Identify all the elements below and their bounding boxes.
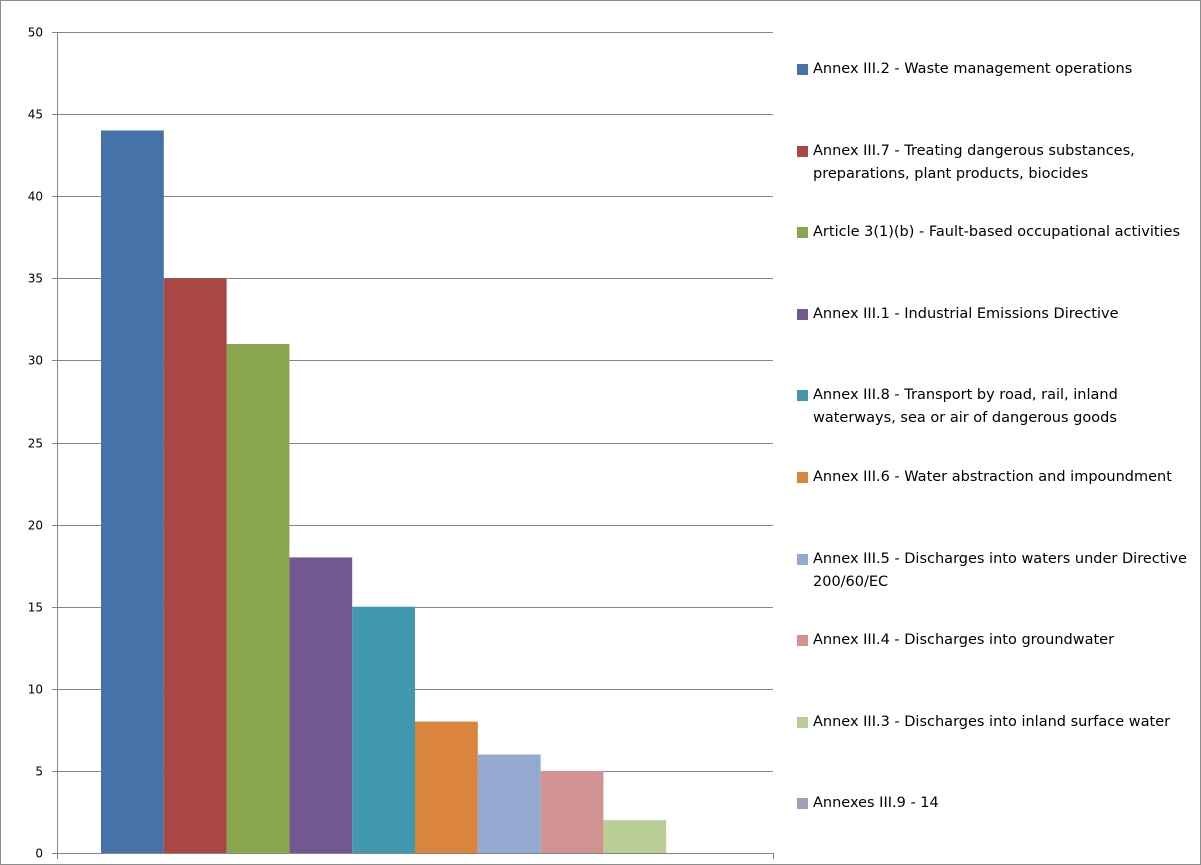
- legend-label: Article 3(1)(b) - Fault-based occupation…: [813, 224, 1181, 241]
- y-tick-label: 25: [28, 437, 43, 451]
- axes: [52, 32, 774, 859]
- legend: Annex III.2 - Waste management operation…: [797, 0, 1201, 865]
- y-tick-label: 20: [28, 519, 43, 533]
- legend-label: Annex III.2 - Waste management operation…: [813, 61, 1133, 77]
- legend-label: Annexes III.9 - 14: [813, 795, 939, 812]
- y-tick-label: 50: [28, 26, 43, 40]
- legend-item: Annex III.3 - Discharges into inland sur…: [797, 711, 1197, 734]
- bar-6: [415, 721, 478, 853]
- y-tick-label: 40: [28, 190, 43, 204]
- legend-item: Annex III.4 - Discharges into groundwate…: [797, 629, 1197, 652]
- legend-swatch: [797, 64, 808, 75]
- legend-label: Annex III.8 - Transport by road, rail, i…: [813, 387, 1118, 427]
- legend-swatch: [797, 716, 808, 728]
- y-axis-ticks: 0 5 10 15 20 25 30 35 40 45 50: [28, 26, 43, 861]
- legend-swatch: [797, 472, 808, 483]
- legend-swatch: [797, 308, 808, 320]
- legend-item: Article 3(1)(b) - Fault-based occupation…: [797, 221, 1197, 244]
- y-tick-label: 35: [28, 272, 43, 286]
- bar-4: [289, 557, 353, 853]
- legend-label: Annex III.5 - Discharges into waters und…: [813, 550, 1187, 590]
- legend-label: Annex III.4 - Discharges into groundwate…: [813, 632, 1115, 649]
- y-tick-label: 30: [28, 354, 43, 368]
- legend-label: Annex III.6 - Water abstraction and impo…: [813, 469, 1172, 485]
- legend-item: Annex III.7 - Treating dangerous substan…: [797, 140, 1197, 186]
- y-tick-label: 10: [28, 683, 43, 697]
- bar-8: [540, 770, 604, 853]
- y-tick-label: 15: [28, 601, 43, 615]
- legend-swatch: [797, 145, 808, 157]
- bar-7: [477, 754, 541, 853]
- legend-swatch: [797, 390, 808, 402]
- y-tick-label: 5: [35, 765, 43, 779]
- legend-item: Annex III.5 - Discharges into waters und…: [797, 548, 1197, 594]
- bar-chart: 0 5 10 15 20 25 30 35 40 45 50: [28, 26, 774, 861]
- legend-item: Annex III.2 - Waste management operation…: [797, 58, 1197, 81]
- bar-9: [603, 820, 667, 853]
- legend-item: Annex III.8 - Transport by road, rail, i…: [797, 384, 1197, 430]
- legend-item: Annexes III.9 - 14: [797, 792, 1197, 815]
- legend-item: Annex III.6 - Water abstraction and impo…: [797, 466, 1197, 489]
- legend-swatch: [797, 227, 808, 239]
- legend-label: Annex III.1 - Industrial Emissions Direc…: [813, 305, 1119, 322]
- legend-swatch: [797, 635, 808, 647]
- bar-5: [352, 606, 415, 853]
- bar-2: [163, 278, 227, 853]
- legend-item: Annex III.1 - Industrial Emissions Direc…: [797, 303, 1197, 326]
- y-tick-label: 45: [28, 108, 43, 122]
- y-tick-label: 0: [35, 847, 43, 861]
- bar-1: [101, 130, 164, 853]
- legend-label: Annex III.7 - Treating dangerous substan…: [813, 142, 1135, 182]
- bar-3: [226, 344, 290, 853]
- legend-swatch: [797, 553, 808, 565]
- legend-label: Annex III.3 - Discharges into inland sur…: [813, 713, 1171, 730]
- bars: [101, 130, 667, 853]
- legend-swatch: [797, 798, 808, 810]
